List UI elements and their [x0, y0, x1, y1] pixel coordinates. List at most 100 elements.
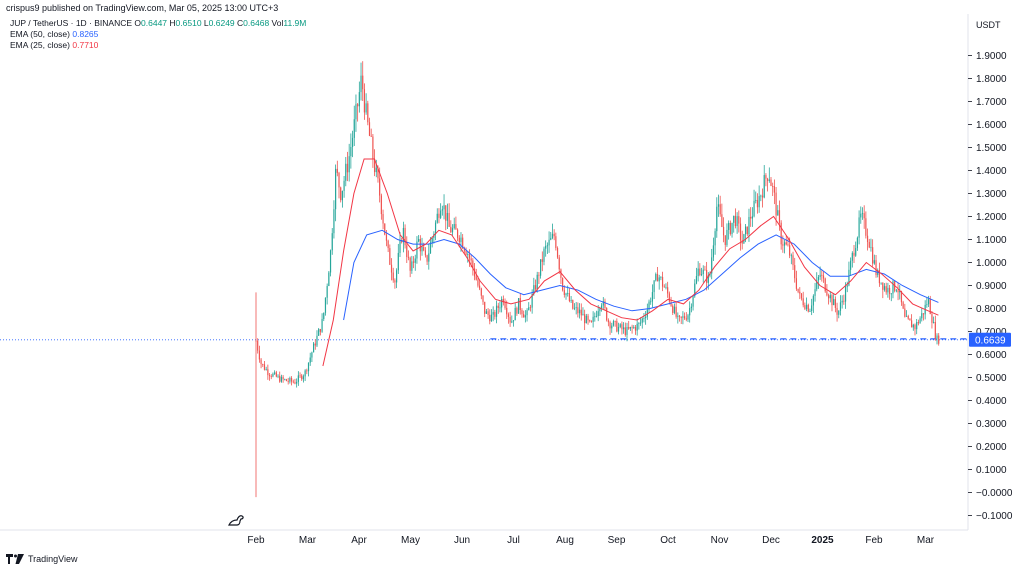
candle-body [533, 285, 535, 294]
y-tick-label: 0.2000 [976, 442, 1007, 453]
candle-body [789, 245, 791, 256]
candle-body [668, 293, 670, 302]
x-tick-label: Mar [299, 535, 317, 546]
candle-body [284, 379, 286, 381]
candle-body [543, 248, 545, 262]
candle-body [746, 226, 748, 235]
candle-body [265, 369, 267, 371]
x-axis[interactable]: Feb Mar Apr May Jun Jul Aug Sep Oct Nov Dec 2025 Feb… [247, 535, 934, 546]
candle-body [600, 305, 603, 309]
candle-body [744, 226, 747, 235]
candle-body [377, 167, 379, 179]
candle-body [329, 250, 332, 273]
candle-body [306, 370, 308, 372]
candle-body [460, 237, 462, 243]
candle-body [360, 75, 362, 93]
candle-body [380, 195, 382, 215]
candle-body [375, 167, 377, 173]
candle-body [792, 255, 794, 266]
candle-body [516, 307, 518, 314]
candle-body [338, 172, 340, 188]
candle-body [888, 287, 891, 294]
candle-body [731, 222, 733, 234]
candle-body [797, 288, 799, 292]
candle-body [416, 241, 418, 259]
candle-body [443, 205, 445, 210]
candle-body [589, 320, 591, 322]
candle-body [423, 246, 425, 251]
candle-body [384, 223, 386, 235]
legend-ema25-row[interactable]: EMA (25, close) 0.7710 [10, 40, 306, 51]
y-tick-label: 1.0000 [976, 258, 1007, 269]
candle-body [831, 295, 833, 306]
candle-body [807, 304, 809, 312]
candle-body [882, 282, 884, 290]
candle-body [260, 359, 262, 365]
candle-body [575, 307, 577, 309]
candle-body [800, 293, 803, 299]
x-tick-label: Oct [660, 535, 676, 546]
candle-body [663, 286, 665, 288]
candle-body [661, 276, 664, 287]
candle-body [379, 178, 381, 196]
candle-body [748, 216, 750, 235]
candle-body [370, 135, 372, 137]
candle-body [645, 316, 647, 319]
candle-body [484, 301, 486, 314]
y-tick-label: 1.3000 [976, 189, 1007, 200]
candle-body [396, 270, 398, 283]
currency-label[interactable]: USDT [976, 20, 1001, 30]
candle-body [450, 226, 452, 233]
candle-body [921, 313, 923, 319]
y-tick-label: 0.9000 [976, 281, 1007, 292]
candle-body [885, 286, 887, 293]
y-tick-label: 0.7000 [976, 327, 1007, 338]
candle-body [875, 260, 877, 275]
candle-body [904, 308, 906, 317]
candle-body [333, 209, 335, 234]
candle-body [717, 204, 720, 207]
candle-body [765, 175, 767, 179]
candle-body [275, 372, 277, 377]
candle-body [670, 301, 672, 306]
candle-body [728, 222, 730, 230]
symbol-title[interactable]: JUP / TetherUS · 1D · BINANCE [10, 18, 133, 28]
candle-body [604, 301, 606, 308]
candle-body [499, 307, 501, 309]
candle-body [699, 268, 701, 276]
footer-brand: TradingView [28, 554, 78, 564]
candle-body [684, 316, 686, 319]
candle-body [448, 212, 450, 227]
close-value: 0.6468 [243, 18, 270, 28]
y-axis[interactable]: 1.9000 1.8000 1.7000 1.6000 1.5000 1.4000 1.30… [968, 51, 1013, 522]
ema25-label: EMA (25, close) [10, 40, 70, 50]
footer: TradingView [6, 554, 78, 564]
y-tick-label: 1.7000 [976, 97, 1007, 108]
badge-layer: 0.6639 [969, 332, 1011, 347]
candle-body [848, 269, 850, 286]
candle-body [700, 274, 703, 276]
candle-body [455, 224, 457, 230]
y-tick-label: 1.4000 [976, 166, 1007, 177]
candle-body [780, 222, 782, 245]
x-tick-label: Apr [351, 535, 367, 546]
candle-body [724, 235, 726, 245]
candle-body [563, 290, 565, 295]
candle-body [357, 104, 359, 107]
y-tick-label: 0.1000 [976, 465, 1007, 476]
candle-body [778, 210, 781, 223]
candle-body [711, 257, 713, 274]
candle-body [572, 300, 574, 309]
candle-body [578, 309, 581, 314]
candle-body [506, 307, 508, 315]
candle-body [319, 329, 321, 332]
candle-body [665, 287, 667, 289]
candle-body [905, 316, 908, 317]
candle-body [707, 275, 709, 283]
close-label: C [237, 18, 244, 28]
candle-body [697, 268, 699, 277]
candle-body [838, 310, 840, 315]
legend-ema50-row[interactable]: EMA (50, close) 0.8265 [10, 29, 306, 40]
candle-body [311, 352, 313, 358]
